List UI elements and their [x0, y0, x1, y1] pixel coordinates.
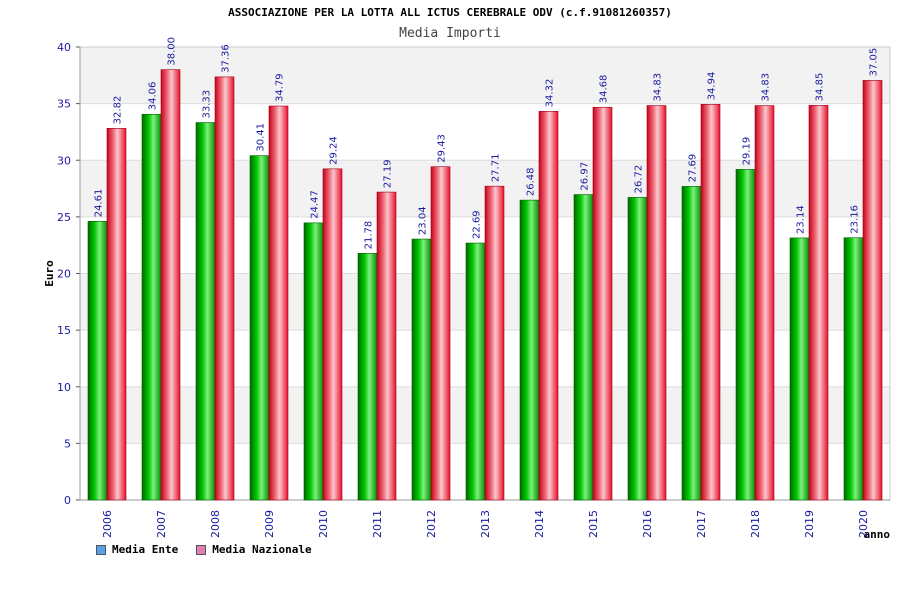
bar-ente	[681, 186, 702, 501]
x-tick-label: 2010	[317, 510, 330, 538]
data-label: 29.43	[437, 134, 448, 163]
bars	[87, 69, 883, 501]
x-axis-label: anno	[864, 528, 891, 541]
y-tick-label: 35	[57, 98, 71, 111]
x-tick-label: 2019	[803, 510, 816, 538]
data-label: 32.82	[113, 96, 124, 125]
legend-item-ente: Media Ente	[96, 543, 178, 556]
bar-ente	[465, 242, 486, 501]
data-label: 24.61	[94, 189, 105, 218]
legend-label-nazionale: Media Nazionale	[212, 543, 312, 556]
data-label: 30.41	[256, 123, 267, 152]
data-label: 34.32	[545, 79, 556, 108]
data-label: 23.04	[418, 206, 429, 235]
bar-ente	[303, 222, 324, 501]
bar-ente	[627, 197, 648, 501]
data-label: 37.05	[869, 48, 880, 77]
bar-nazionale	[862, 80, 883, 501]
data-label: 26.48	[526, 167, 537, 196]
bar-nazionale	[106, 128, 127, 501]
x-tick-label: 2011	[371, 510, 384, 538]
data-label: 24.47	[310, 190, 321, 219]
data-label: 34.94	[707, 72, 718, 101]
x-tick-label: 2016	[641, 510, 654, 538]
legend-label-ente: Media Ente	[112, 543, 179, 556]
bar-ente	[357, 253, 378, 501]
data-label: 29.24	[329, 136, 340, 165]
bar-nazionale	[484, 185, 505, 501]
bar-nazionale	[700, 104, 721, 501]
y-tick-label: 25	[57, 211, 71, 224]
legend-swatch-nazionale	[196, 544, 207, 555]
data-label: 23.16	[850, 205, 861, 234]
bar-ente	[843, 237, 864, 501]
bar-ente	[195, 122, 216, 501]
bar-ente	[87, 220, 108, 501]
legend-swatch-ente	[96, 544, 106, 555]
y-tick-label: 20	[57, 268, 71, 281]
x-tick-label: 2012	[425, 510, 438, 538]
x-tick-label: 2007	[155, 510, 168, 538]
bar-ente	[789, 237, 810, 501]
data-label: 34.68	[599, 75, 610, 104]
legend-item-nazionale: Media Nazionale	[196, 543, 312, 556]
data-label: 27.19	[383, 159, 394, 188]
legend: Media Ente Media Nazionale	[96, 543, 312, 556]
x-tick-label: 2008	[209, 510, 222, 538]
x-tick-label: 2013	[479, 510, 492, 538]
data-label: 33.33	[202, 90, 213, 119]
bar-nazionale	[376, 191, 397, 501]
data-label: 21.78	[364, 221, 375, 250]
x-tick-label: 2009	[263, 510, 276, 538]
chart-title: ASSOCIAZIONE PER LA LOTTA ALL ICTUS CERE…	[228, 6, 672, 19]
data-label: 22.69	[472, 210, 483, 239]
data-label: 34.83	[761, 73, 772, 102]
bar-nazionale	[160, 69, 181, 501]
bar-nazionale	[268, 105, 289, 501]
bar-nazionale	[214, 76, 235, 501]
bar-nazionale	[754, 105, 775, 501]
y-tick-label: 40	[57, 41, 71, 54]
bar-nazionale	[592, 106, 613, 501]
data-label: 26.97	[580, 162, 591, 191]
bar-nazionale	[808, 105, 829, 501]
bar-nazionale	[646, 105, 667, 501]
chart-subtitle: Media Importi	[399, 26, 501, 41]
bar-nazionale	[538, 111, 559, 501]
data-label: 34.85	[815, 73, 826, 102]
data-label: 27.71	[491, 154, 502, 183]
y-tick-label: 0	[64, 494, 71, 507]
data-label: 27.69	[688, 154, 699, 183]
data-label: 37.36	[221, 44, 232, 73]
data-label: 34.79	[275, 73, 286, 102]
bar-ente	[735, 169, 756, 501]
y-tick-label: 5	[64, 437, 71, 450]
data-label: 38.00	[167, 37, 178, 66]
x-tick-label: 2014	[533, 510, 546, 538]
x-tick-label: 2017	[695, 510, 708, 538]
bar-ente	[249, 155, 270, 501]
data-label: 29.19	[742, 137, 753, 166]
x-tick-label: 2018	[749, 510, 762, 538]
y-tick-label: 10	[57, 381, 71, 394]
x-tick-label: 2015	[587, 510, 600, 538]
data-label: 34.06	[148, 82, 159, 111]
bar-ente	[519, 199, 540, 501]
y-axis-label: Euro	[43, 260, 56, 287]
bar-nazionale	[322, 168, 343, 501]
x-tick-label: 2020	[857, 510, 870, 538]
bar-ente	[141, 113, 162, 501]
y-tick-label: 15	[57, 324, 71, 337]
x-tick-label: 2006	[101, 510, 114, 538]
data-label: 26.72	[634, 165, 645, 194]
data-label: 23.14	[796, 205, 807, 234]
bar-nazionale	[430, 166, 451, 501]
data-labels: 24.61 32.82 34.06 38.00 33.33 37.36 30.41 34.79…	[94, 37, 880, 249]
bar-ente	[573, 194, 594, 501]
bar-ente	[411, 238, 432, 501]
data-label: 34.83	[653, 73, 664, 102]
y-tick-label: 30	[57, 154, 71, 167]
